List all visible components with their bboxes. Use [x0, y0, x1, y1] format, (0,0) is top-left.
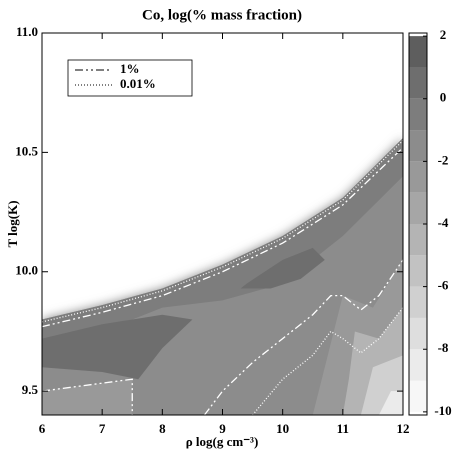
colorbar-band — [409, 317, 427, 350]
colorbar-band — [409, 380, 427, 412]
colorbar-band — [409, 255, 427, 287]
y-axis-label: T log(K) — [5, 200, 20, 247]
contour-line — [42, 147, 403, 415]
x-tick-label: 11 — [337, 421, 349, 436]
colorbar-tick-label: 2 — [440, 27, 447, 42]
chart-title: Co, log(% mass fraction) — [142, 7, 302, 23]
x-tick-label: 8 — [159, 421, 166, 436]
contour-region — [42, 138, 403, 368]
x-tick-label: 12 — [397, 421, 410, 436]
x-axis-label: ρ log(g cm⁻³) — [186, 434, 259, 449]
contour-region — [42, 314, 193, 380]
x-tick-label: 7 — [99, 421, 106, 436]
colorbar-band — [409, 67, 427, 99]
colorbar-tick-label: -4 — [438, 215, 449, 230]
colorbar-band — [409, 349, 427, 381]
colorbar-band — [409, 224, 427, 256]
x-tick-label: 10 — [276, 421, 289, 436]
colorbar-band — [409, 36, 427, 68]
colorbar-tick-label: -10 — [434, 403, 451, 418]
y-tick-label: 9.5 — [22, 382, 39, 397]
colorbar-band — [409, 192, 427, 224]
colorbar-band — [409, 161, 427, 193]
x-tick-label: 6 — [39, 421, 46, 436]
colorbar-tick-label: -2 — [438, 152, 449, 167]
y-tick-label: 10.5 — [15, 143, 38, 158]
plot-area — [42, 138, 403, 415]
y-tick-label: 10.0 — [15, 263, 38, 278]
legend-label: 0.01% — [120, 76, 156, 91]
legend-box — [67, 59, 193, 97]
contour-region — [378, 391, 403, 415]
colorbar-band — [409, 98, 427, 131]
x-tick-label: 9 — [219, 421, 226, 436]
contour-line — [42, 139, 403, 415]
contour-region — [240, 247, 325, 289]
colorbar-tick-label: -8 — [438, 340, 449, 355]
colorbar-tick-label: -6 — [438, 278, 449, 293]
colorbar-band — [409, 286, 427, 318]
legend-label: 1% — [120, 61, 140, 76]
y-tick-label: 11.0 — [16, 24, 38, 39]
colorbar-band — [409, 130, 427, 162]
colorbar-tick-label: 0 — [440, 90, 447, 105]
